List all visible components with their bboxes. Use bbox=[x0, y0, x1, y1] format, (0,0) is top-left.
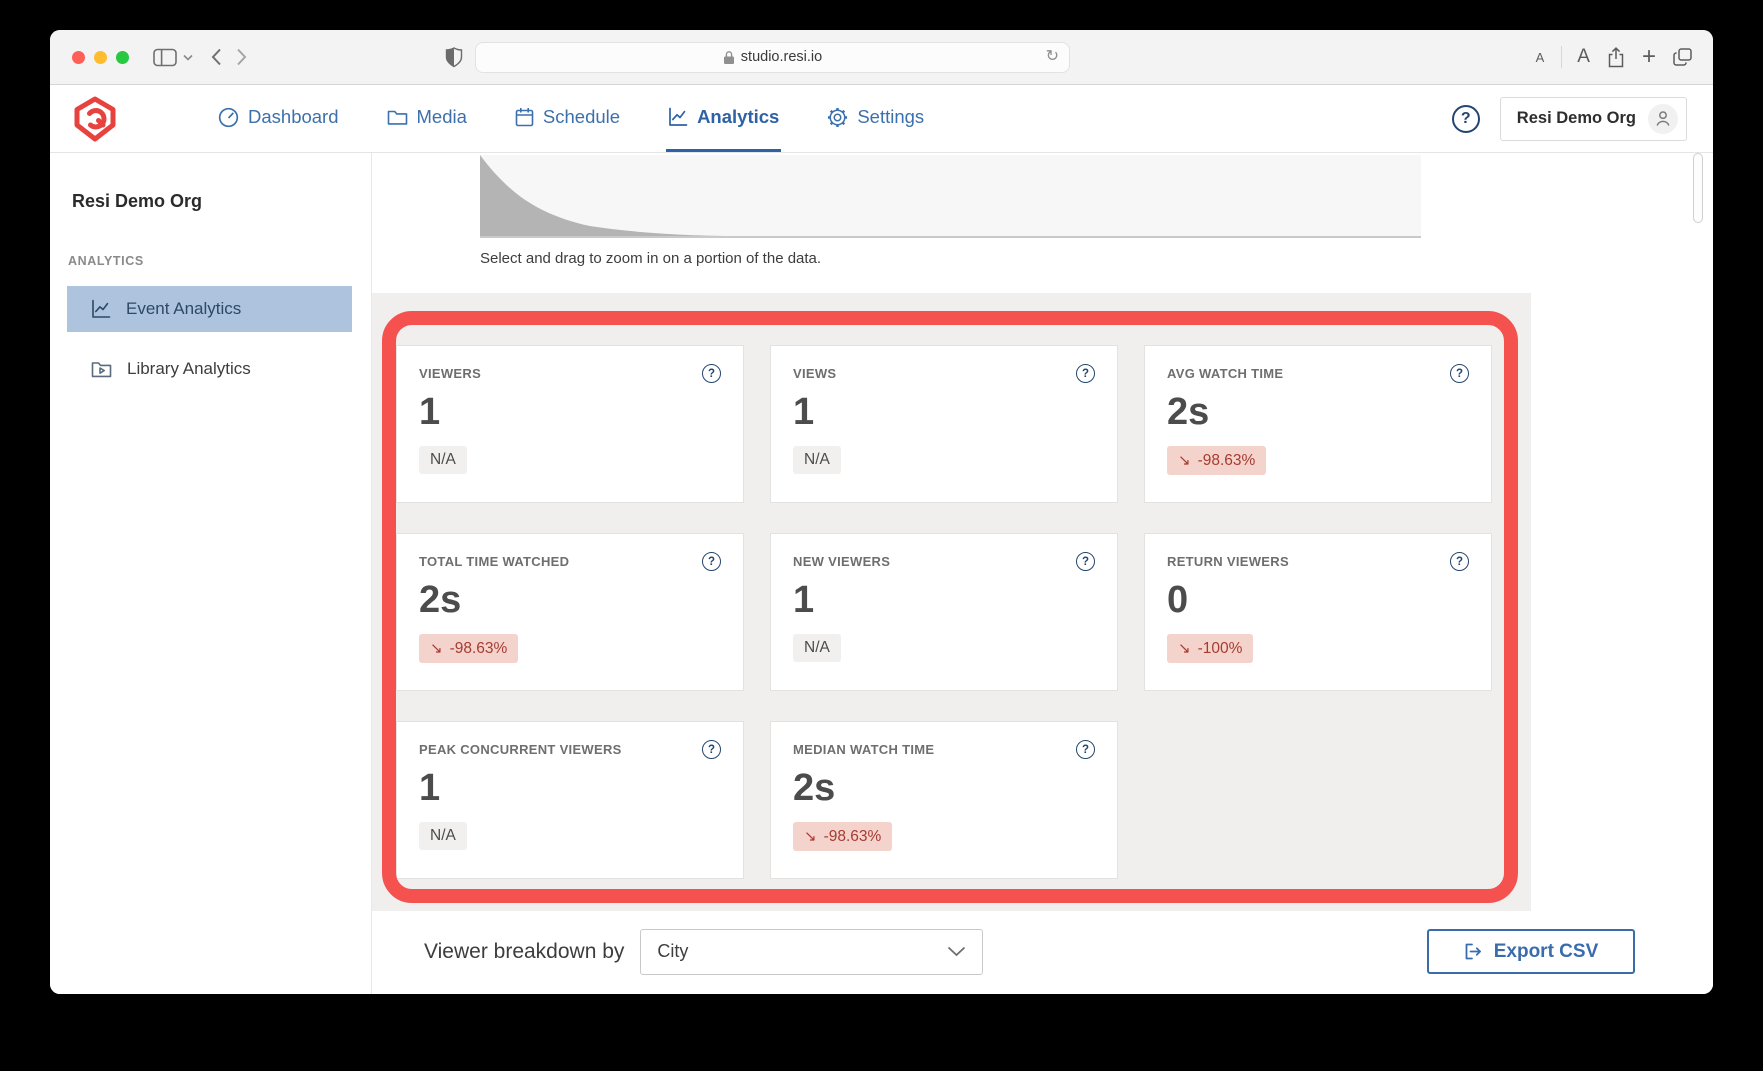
line-chart-icon bbox=[669, 107, 688, 126]
metric-value: 2s bbox=[793, 767, 836, 809]
gear-icon bbox=[828, 107, 848, 127]
sidebar-section-label: ANALYTICS bbox=[68, 254, 144, 268]
metric-value: 1 bbox=[793, 579, 815, 621]
url-text: studio.resi.io bbox=[740, 49, 823, 65]
help-icon[interactable]: ? bbox=[1076, 552, 1095, 571]
tab-overview-icon[interactable] bbox=[1673, 48, 1692, 66]
export-csv-button[interactable]: Export CSV bbox=[1427, 929, 1635, 974]
trend-down-icon: ↘ bbox=[1178, 639, 1191, 657]
help-button[interactable]: ? bbox=[1451, 104, 1480, 133]
forward-button[interactable] bbox=[236, 48, 247, 66]
help-icon[interactable]: ? bbox=[1450, 552, 1469, 571]
gauge-icon bbox=[218, 107, 239, 127]
help-icon[interactable]: ? bbox=[1076, 740, 1095, 759]
nav-item-schedule[interactable]: Schedule bbox=[513, 85, 622, 152]
resi-logo[interactable] bbox=[72, 96, 118, 142]
metric-change-badge: ↘N/A bbox=[793, 445, 841, 474]
window-controls bbox=[72, 50, 129, 64]
sidebar-item-library-analytics[interactable]: Library Analytics bbox=[67, 346, 352, 392]
sidebar-org-name: Resi Demo Org bbox=[72, 191, 203, 211]
export-icon bbox=[1465, 943, 1481, 960]
chart-caption: Select and drag to zoom in on a portion … bbox=[480, 250, 822, 267]
org-menu-button[interactable]: Resi Demo Org bbox=[1499, 96, 1687, 141]
metric-card-peak-concurrent-viewers: PEAK CONCURRENT VIEWERS ? 1 ↘N/A bbox=[396, 721, 744, 879]
metric-change-badge: ↘N/A bbox=[419, 445, 467, 474]
browser-chrome: studio.resi.io ↻ A A + bbox=[50, 30, 1713, 85]
trend-down-icon: ↘ bbox=[804, 827, 817, 845]
trend-down-icon: ↘ bbox=[1178, 451, 1191, 469]
metric-card-viewers: VIEWERS ? 1 ↘N/A bbox=[396, 345, 744, 503]
line-chart-icon bbox=[92, 299, 111, 318]
trend-down-icon: ↘ bbox=[430, 639, 443, 657]
sidebar-item-event-analytics[interactable]: Event Analytics bbox=[67, 286, 352, 332]
metric-card-total-time-watched: TOTAL TIME WATCHED ? 2s ↘ -98.63% bbox=[396, 533, 744, 691]
help-icon[interactable]: ? bbox=[702, 552, 721, 571]
calendar-icon bbox=[515, 108, 534, 127]
browser-window: studio.resi.io ↻ A A + bbox=[50, 30, 1713, 994]
metric-card-views: VIEWS ? 1 ↘N/A bbox=[770, 345, 1118, 503]
metric-value: 0 bbox=[1167, 579, 1189, 621]
decrease-text-size-button[interactable]: A bbox=[1535, 49, 1545, 65]
back-button[interactable] bbox=[211, 48, 222, 66]
main-content: Select and drag to zoom in on a portion … bbox=[372, 153, 1713, 994]
metric-change-badge: ↘N/A bbox=[419, 821, 467, 850]
sidebar-toggle-icon[interactable] bbox=[153, 48, 177, 67]
increase-text-size-button[interactable]: A bbox=[1561, 46, 1590, 68]
help-icon[interactable]: ? bbox=[1450, 364, 1469, 383]
primary-navigation: Dashboard Media Schedule bbox=[216, 85, 926, 152]
metric-card-median-watch-time: MEDIAN WATCH TIME ? 2s ↘ -98.63% bbox=[770, 721, 1118, 879]
metric-card-avg-watch-time: AVG WATCH TIME ? 2s ↘ -98.63% bbox=[1144, 345, 1492, 503]
metric-value: 2s bbox=[1167, 391, 1210, 433]
chevron-down-icon bbox=[948, 946, 966, 957]
breakdown-label: Viewer breakdown by bbox=[424, 939, 625, 963]
breakdown-select[interactable]: City bbox=[640, 928, 984, 975]
metric-change-badge: ↘ -100% bbox=[1167, 633, 1254, 663]
metric-value: 1 bbox=[419, 767, 441, 809]
metrics-section: VIEWERS ? 1 ↘N/A VIEWS ? 1 ↘N/A bbox=[372, 293, 1531, 911]
minimize-window-button[interactable] bbox=[94, 50, 107, 64]
folder-icon bbox=[387, 110, 407, 125]
metric-card-new-viewers: NEW VIEWERS ? 1 ↘N/A bbox=[770, 533, 1118, 691]
folder-play-icon bbox=[91, 362, 112, 378]
close-window-button[interactable] bbox=[72, 50, 85, 64]
metric-change-badge: ↘ -98.63% bbox=[1167, 445, 1267, 475]
metric-change-badge: ↘ -98.63% bbox=[793, 821, 893, 851]
sidebar: Resi Demo Org ANALYTICS Event Analytics … bbox=[50, 153, 372, 994]
metric-value: 1 bbox=[419, 391, 441, 433]
nav-item-settings[interactable]: Settings bbox=[825, 85, 926, 152]
nav-item-media[interactable]: Media bbox=[385, 85, 469, 152]
nav-item-analytics[interactable]: Analytics bbox=[666, 85, 782, 152]
metric-change-badge: ↘N/A bbox=[793, 633, 841, 662]
address-bar[interactable]: studio.resi.io ↻ bbox=[475, 41, 1070, 73]
scrollbar-thumb[interactable] bbox=[1693, 153, 1703, 223]
viewer-breakdown-row: Viewer breakdown by City Export CSV bbox=[372, 911, 1713, 992]
new-tab-button[interactable]: + bbox=[1641, 43, 1656, 70]
lock-icon bbox=[723, 50, 734, 64]
user-avatar-icon bbox=[1648, 103, 1678, 134]
help-icon[interactable]: ? bbox=[702, 740, 721, 759]
viewers-timeline-chart[interactable] bbox=[480, 155, 1421, 238]
metric-value: 1 bbox=[793, 391, 815, 433]
help-icon[interactable]: ? bbox=[702, 364, 721, 383]
chevron-down-icon[interactable] bbox=[183, 54, 193, 61]
share-icon[interactable] bbox=[1607, 46, 1625, 68]
metric-change-badge: ↘ -98.63% bbox=[419, 633, 519, 663]
help-icon[interactable]: ? bbox=[1076, 364, 1095, 383]
app-navbar: Dashboard Media Schedule bbox=[50, 85, 1713, 153]
privacy-shield-icon[interactable] bbox=[445, 46, 463, 68]
zoom-window-button[interactable] bbox=[116, 50, 129, 64]
metric-value: 2s bbox=[419, 579, 462, 621]
metric-cards-grid: VIEWERS ? 1 ↘N/A VIEWS ? 1 ↘N/A bbox=[396, 345, 1492, 879]
metric-card-return-viewers: RETURN VIEWERS ? 0 ↘ -100% bbox=[1144, 533, 1492, 691]
breakdown-selected-option: City bbox=[657, 941, 689, 961]
nav-item-dashboard[interactable]: Dashboard bbox=[216, 85, 341, 152]
refresh-icon[interactable]: ↻ bbox=[1045, 48, 1059, 66]
